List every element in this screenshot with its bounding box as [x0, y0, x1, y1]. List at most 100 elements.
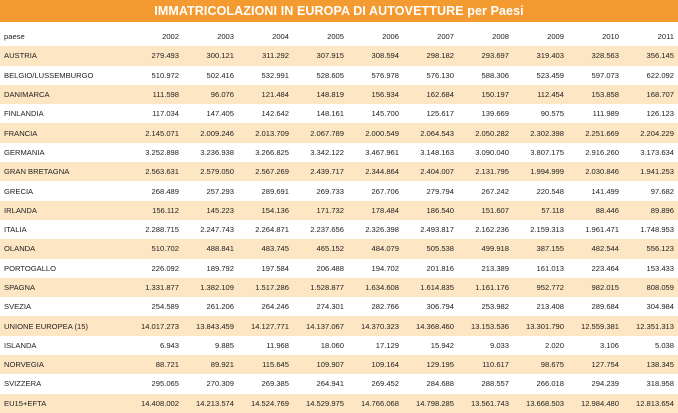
registrations-cell: 57.118 — [513, 200, 568, 220]
registrations-cell: 293.697 — [458, 46, 513, 66]
registrations-cell: 9.033 — [458, 335, 513, 356]
registrations-cell: 2.302.398 — [513, 123, 568, 143]
registrations-cell: 197.584 — [238, 258, 293, 278]
registrations-cell: 528.605 — [293, 65, 348, 85]
registrations-cell: 2.064.543 — [403, 123, 458, 143]
registrations-cell: 952.772 — [513, 277, 568, 298]
table-row: SPAGNA 1.331.877 1.382.109 1.517.286 1.528.8… — [0, 277, 678, 298]
country-name-cell: GRAN BRETAGNA — [0, 162, 128, 182]
country-name-cell: DANIMARCA — [0, 84, 128, 105]
registrations-cell: 3.236.938 — [183, 142, 238, 163]
registrations-cell: 597.073 — [568, 65, 623, 85]
registrations-cell: 13.301.790 — [513, 316, 568, 336]
registrations-cell: 282.766 — [348, 297, 403, 317]
registrations-cell: 96.076 — [183, 84, 238, 105]
registrations-cell: 3.148.163 — [403, 142, 458, 163]
registrations-cell: 2.204.229 — [623, 123, 678, 143]
registrations-cell: 2.288.715 — [128, 219, 183, 240]
table-row: EU15+EFTA 14.408.002 14.213.574 14.524.769 1… — [0, 393, 678, 413]
registrations-cell: 6.943 — [128, 335, 183, 356]
registrations-cell: 2.013.709 — [238, 123, 293, 143]
header-year: 2006 — [348, 27, 403, 47]
registrations-cell: 482.544 — [568, 239, 623, 259]
registrations-cell: 257.293 — [183, 181, 238, 201]
registrations-cell: 588.306 — [458, 65, 513, 85]
registrations-cell: 186.540 — [403, 200, 458, 220]
registrations-cell: 145.223 — [183, 200, 238, 220]
registrations-cell: 14.213.574 — [183, 393, 238, 413]
title-bar: IMMATRICOLAZIONI IN EUROPA DI AUTOVETTUR… — [0, 0, 678, 22]
registrations-cell: 510.972 — [128, 65, 183, 85]
registrations-cell: 523.459 — [513, 65, 568, 85]
registrations-cell: 3.807.175 — [513, 142, 568, 163]
registrations-cell: 298.182 — [403, 46, 458, 66]
registrations-cell: 2.264.871 — [238, 219, 293, 240]
registrations-cell: 1.634.608 — [348, 277, 403, 298]
registrations-cell: 2.159.313 — [513, 219, 568, 240]
registrations-cell: 109.164 — [348, 355, 403, 375]
registrations-cell: 12.984.480 — [568, 393, 623, 413]
table-row: PORTOGALLO 226.092 189.792 197.584 206.488 19… — [0, 258, 678, 278]
table-row: GERMANIA 3.252.898 3.236.938 3.266.825 3.342… — [0, 142, 678, 163]
registrations-cell: 465.152 — [293, 239, 348, 259]
registrations-cell: 2.247.743 — [183, 219, 238, 240]
registrations-cell: 125.617 — [403, 104, 458, 124]
table-row: FRANCIA 2.145.071 2.009.246 2.013.709 2.067.… — [0, 123, 678, 143]
registrations-cell: 14.370.323 — [348, 316, 403, 336]
registrations-cell: 2.030.846 — [568, 162, 623, 182]
registrations-cell: 147.405 — [183, 104, 238, 124]
registrations-cell: 576.130 — [403, 65, 458, 85]
registrations-cell: 90.575 — [513, 104, 568, 124]
header-year: 2005 — [293, 27, 348, 47]
registrations-cell: 97.682 — [623, 181, 678, 201]
registrations-cell: 502.416 — [183, 65, 238, 85]
registrations-cell: 121.484 — [238, 84, 293, 105]
registrations-cell: 14.137.067 — [293, 316, 348, 336]
registrations-cell: 2.162.236 — [458, 219, 513, 240]
registrations-cell: 387.155 — [513, 239, 568, 259]
registrations-cell: 319.403 — [513, 46, 568, 66]
registrations-cell: 284.688 — [403, 374, 458, 394]
registrations-table: paese 2002 2003 2004 2005 2006 2007 2008… — [0, 27, 678, 413]
registrations-cell: 153.433 — [623, 258, 678, 278]
registrations-cell: 253.982 — [458, 297, 513, 317]
header-year: 2003 — [183, 27, 238, 47]
registrations-cell: 13.153.536 — [458, 316, 513, 336]
registrations-cell: 270.309 — [183, 374, 238, 394]
registrations-cell: 622.092 — [623, 65, 678, 85]
registrations-cell: 168.707 — [623, 84, 678, 105]
registrations-cell: 289.684 — [568, 297, 623, 317]
registrations-cell: 289.691 — [238, 181, 293, 201]
registrations-cell: 1.748.953 — [623, 219, 678, 240]
registrations-cell: 2.020 — [513, 335, 568, 356]
registrations-cell: 14.408.002 — [128, 393, 183, 413]
registrations-cell: 153.858 — [568, 84, 623, 105]
registrations-cell: 268.489 — [128, 181, 183, 201]
registrations-cell: 982.015 — [568, 277, 623, 298]
registrations-cell: 145.700 — [348, 104, 403, 124]
registrations-cell: 266.018 — [513, 374, 568, 394]
country-name-cell: OLANDA — [0, 239, 128, 259]
registrations-cell: 13.668.503 — [513, 393, 568, 413]
registrations-cell: 112.454 — [513, 84, 568, 105]
table-row: DANIMARCA 111.598 96.076 121.484 148.819 156.… — [0, 84, 678, 105]
registrations-cell: 5.038 — [623, 335, 678, 356]
registrations-cell: 254.589 — [128, 297, 183, 317]
registrations-cell: 300.121 — [183, 46, 238, 66]
country-name-cell: SPAGNA — [0, 277, 128, 298]
registrations-cell: 127.754 — [568, 355, 623, 375]
registrations-cell: 318.958 — [623, 374, 678, 394]
header-year: 2011 — [623, 27, 678, 47]
registrations-cell: 12.351.313 — [623, 316, 678, 336]
header-row: paese 2002 2003 2004 2005 2006 2007 2008… — [0, 27, 678, 47]
registrations-cell: 3.266.825 — [238, 142, 293, 163]
registrations-cell: 154.136 — [238, 200, 293, 220]
registrations-cell: 2.131.795 — [458, 162, 513, 182]
registrations-cell: 206.488 — [293, 258, 348, 278]
country-name-cell: BELGIO/LUSSEMBURGO — [0, 65, 128, 85]
registrations-cell: 156.934 — [348, 84, 403, 105]
registrations-cell: 9.885 — [183, 335, 238, 356]
registrations-cell: 279.794 — [403, 181, 458, 201]
registrations-cell: 189.792 — [183, 258, 238, 278]
